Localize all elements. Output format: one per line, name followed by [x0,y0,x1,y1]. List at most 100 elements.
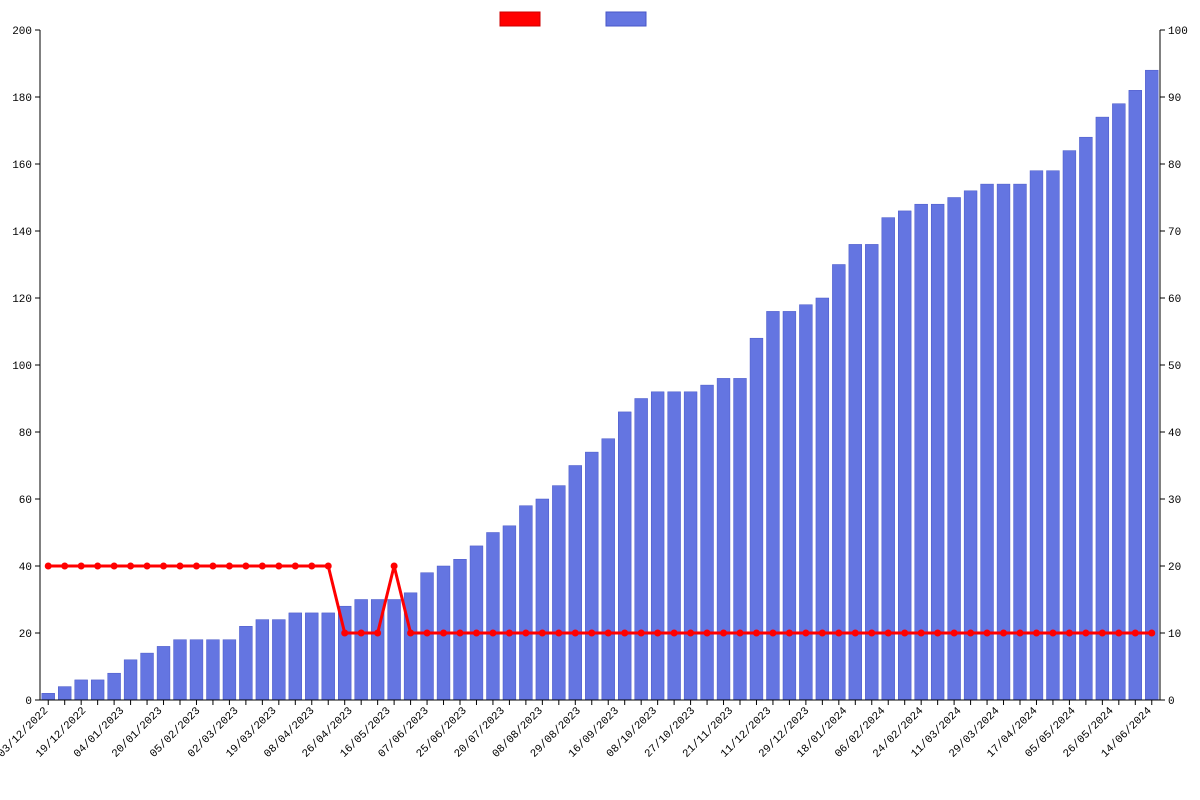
line-marker [1033,630,1040,637]
bar [272,620,285,700]
line-marker [160,563,167,570]
bar [717,378,730,700]
line-marker [292,563,299,570]
line-marker [457,630,464,637]
bar [470,546,483,700]
bar [388,600,401,701]
y-left-tick-label: 180 [12,93,32,105]
bar [734,378,747,700]
line-marker [193,563,200,570]
line-marker [621,630,628,637]
y-right-tick-label: 20 [1168,562,1181,574]
line-marker [753,630,760,637]
bar [239,626,252,700]
y-right-tick-label: 70 [1168,227,1181,239]
line-marker [275,563,282,570]
line-marker [555,630,562,637]
bar [1145,70,1158,700]
line-marker [144,563,151,570]
line-marker [226,563,233,570]
y-right-tick-label: 10 [1168,629,1181,641]
bar [701,385,714,700]
bar [618,412,631,700]
line-marker [61,563,68,570]
y-right-tick-label: 0 [1168,696,1175,708]
line-marker [967,630,974,637]
line-marker [605,630,612,637]
line-marker [951,630,958,637]
chart-svg: 0204060801001201401601802000102030405060… [0,0,1200,800]
bar [651,392,664,700]
line-marker [358,630,365,637]
bar [519,506,532,700]
line-marker [1099,630,1106,637]
bar [898,211,911,700]
bar [75,680,88,700]
line-marker [506,630,513,637]
bar [141,653,154,700]
bar [355,600,368,701]
line-marker [539,630,546,637]
line-marker [374,630,381,637]
bar [1096,117,1109,700]
line-marker [1049,630,1056,637]
line-marker [242,563,249,570]
line-marker [720,630,727,637]
line-marker [918,630,925,637]
bar [1112,104,1125,700]
y-left-tick-label: 100 [12,361,32,373]
bar [108,673,121,700]
legend-swatch [606,12,646,26]
line-marker [737,630,744,637]
bar [931,204,944,700]
line-marker [391,563,398,570]
bar [42,693,55,700]
y-right-tick-label: 60 [1168,294,1181,306]
line-marker [1066,630,1073,637]
bar [1030,171,1043,700]
y-right-tick-label: 50 [1168,361,1181,373]
bar [684,392,697,700]
bar [256,620,269,700]
line-marker [654,630,661,637]
line-marker [1017,630,1024,637]
y-right-tick-label: 80 [1168,160,1181,172]
line-marker [111,563,118,570]
legend-swatch [500,12,540,26]
line-marker [769,630,776,637]
bar [1129,90,1142,700]
bar [997,184,1010,700]
line-marker [572,630,579,637]
line-marker [325,563,332,570]
line-marker [489,630,496,637]
line-marker [1082,630,1089,637]
y-right-tick-label: 90 [1168,93,1181,105]
line-marker [802,630,809,637]
bar [816,298,829,700]
y-left-tick-label: 120 [12,294,32,306]
bar [223,640,236,700]
line-marker [259,563,266,570]
bar [569,466,582,701]
y-right-tick-label: 30 [1168,495,1181,507]
y-left-tick-label: 60 [19,495,32,507]
y-right-tick-label: 40 [1168,428,1181,440]
line-marker [934,630,941,637]
bar [289,613,302,700]
line-marker [45,563,52,570]
bar [750,338,763,700]
y-left-tick-label: 160 [12,160,32,172]
line-marker [407,630,414,637]
line-marker [786,630,793,637]
line-marker [522,630,529,637]
line-marker [588,630,595,637]
line-marker [671,630,678,637]
line-marker [1132,630,1139,637]
bar [981,184,994,700]
line-marker [984,630,991,637]
bar [190,640,203,700]
bar [322,613,335,700]
bar [91,680,104,700]
line-marker [885,630,892,637]
bar [783,311,796,700]
